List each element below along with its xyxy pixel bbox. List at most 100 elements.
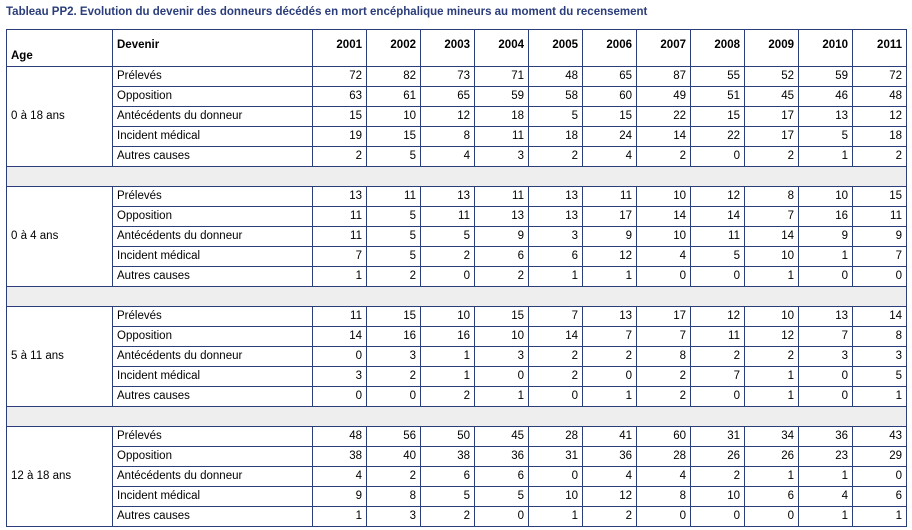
value-cell: 56 [366,426,421,447]
column-header-year: 2010 [798,29,853,67]
value-cell: 2 [690,466,745,487]
value-cell: 45 [744,86,799,107]
value-cell: 11 [312,226,367,247]
value-cell: 10 [420,306,475,327]
value-cell: 10 [528,486,583,507]
value-cell: 14 [528,326,583,347]
value-cell: 14 [636,126,691,147]
value-cell: 0 [852,266,907,287]
value-cell: 6 [528,246,583,267]
separator-row [6,406,907,427]
devenir-label: Prélevés [112,66,313,87]
value-cell: 49 [636,86,691,107]
value-cell: 2 [366,266,421,287]
value-cell: 0 [690,386,745,407]
value-cell: 38 [312,446,367,467]
value-cell: 2 [744,146,799,167]
value-cell: 6 [744,486,799,507]
table-row: Incident médical 19 15 8 11 18 24 14 22 17 5 18 [7,126,907,147]
value-cell: 1 [744,386,799,407]
value-cell: 2 [636,386,691,407]
value-cell: 14 [690,206,745,227]
column-header-year: 2003 [420,29,475,67]
value-cell: 15 [852,186,907,207]
column-header-year: 2001 [312,29,367,67]
value-cell: 50 [420,426,475,447]
value-cell: 13 [420,186,475,207]
value-cell: 48 [528,66,583,87]
column-header-year: 2005 [528,29,583,67]
separator-cell [6,286,907,307]
age-group-cell: 5 à 11 ans [6,306,113,407]
value-cell: 12 [420,106,475,127]
value-cell: 61 [366,86,421,107]
value-cell: 10 [366,106,421,127]
column-header-year: 2004 [474,29,529,67]
value-cell: 58 [528,86,583,107]
value-cell: 8 [636,346,691,367]
value-cell: 0 [798,366,853,387]
value-cell: 11 [474,186,529,207]
value-cell: 72 [852,66,907,87]
value-cell: 59 [474,86,529,107]
value-cell: 1 [798,146,853,167]
value-cell: 3 [852,346,907,367]
devenir-label: Prélevés [112,426,313,447]
table-row: Opposition 14 16 16 10 14 7 7 11 12 7 8 [7,326,907,347]
table-row: Antécédents du donneur 4 2 6 6 0 4 4 2 1 1 0 [7,466,907,487]
value-cell: 0 [798,266,853,287]
devenir-label: Autres causes [112,506,313,527]
devenir-label: Opposition [112,446,313,467]
value-cell: 9 [852,226,907,247]
value-cell: 7 [690,366,745,387]
value-cell: 11 [690,226,745,247]
value-cell: 19 [312,126,367,147]
value-cell: 7 [582,326,637,347]
value-cell: 9 [474,226,529,247]
value-cell: 3 [312,366,367,387]
value-cell: 10 [744,306,799,327]
value-cell: 1 [474,386,529,407]
value-cell: 1 [798,246,853,267]
value-cell: 3 [366,346,421,367]
value-cell: 16 [798,206,853,227]
value-cell: 72 [312,66,367,87]
value-cell: 13 [528,186,583,207]
devenir-label: Antécédents du donneur [112,466,313,487]
value-cell: 2 [474,266,529,287]
value-cell: 17 [744,106,799,127]
value-cell: 5 [420,486,475,507]
value-cell: 60 [582,86,637,107]
value-cell: 1 [582,266,637,287]
value-cell: 17 [636,306,691,327]
value-cell: 8 [744,186,799,207]
value-cell: 4 [636,466,691,487]
value-cell: 4 [582,466,637,487]
table-title: Tableau PP2. Evolution du devenir des do… [6,6,648,18]
value-cell: 0 [582,366,637,387]
value-cell: 11 [312,206,367,227]
devenir-label: Autres causes [112,266,313,287]
devenir-label: Antécédents du donneur [112,106,313,127]
data-table: Age Devenir 2001 2002 2003 2004 2005 200… [6,29,907,527]
value-cell: 1 [312,266,367,287]
value-cell: 38 [420,446,475,467]
value-cell: 2 [366,466,421,487]
value-cell: 0 [690,266,745,287]
value-cell: 0 [420,266,475,287]
devenir-label: Prélevés [112,186,313,207]
value-cell: 8 [366,486,421,507]
value-cell: 0 [744,506,799,527]
value-cell: 10 [636,226,691,247]
value-cell: 11 [474,126,529,147]
value-cell: 5 [366,206,421,227]
value-cell: 9 [798,226,853,247]
value-cell: 87 [636,66,691,87]
value-cell: 34 [744,426,799,447]
value-cell: 1 [420,346,475,367]
value-cell: 24 [582,126,637,147]
value-cell: 15 [582,106,637,127]
value-cell: 3 [474,346,529,367]
value-cell: 40 [366,446,421,467]
table-row: Autres causes 1 3 2 0 1 2 0 0 0 1 1 [7,506,907,527]
